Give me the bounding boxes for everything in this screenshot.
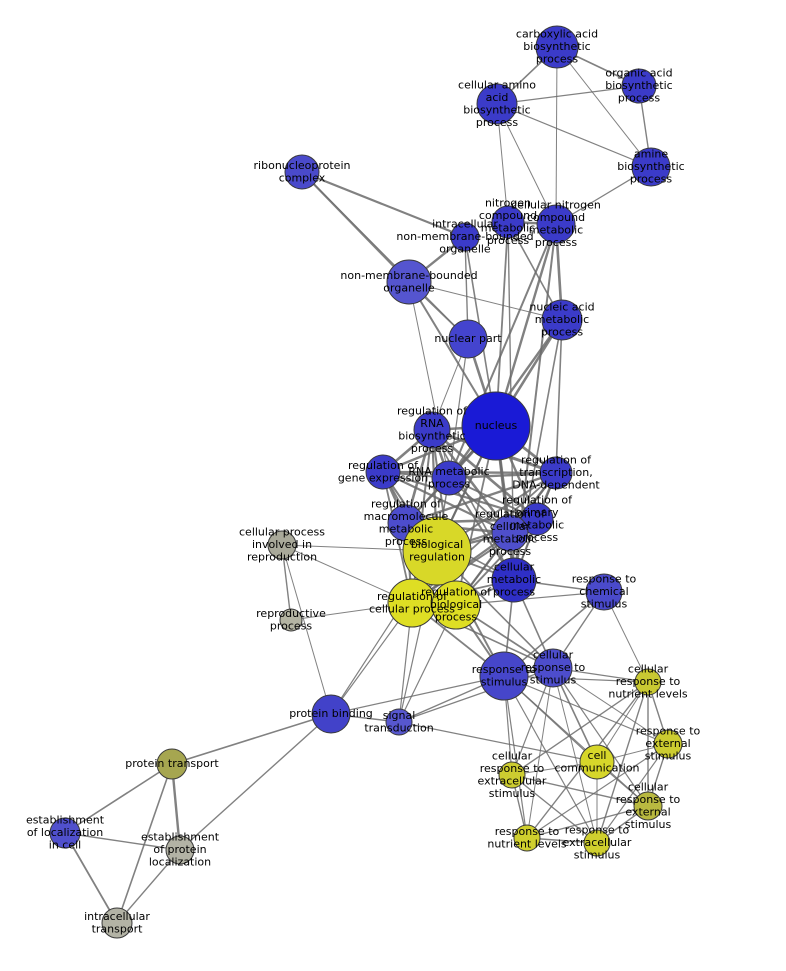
graph-node[interactable]: [541, 299, 583, 341]
graph-edge: [431, 429, 515, 581]
graph-edge: [494, 223, 558, 427]
graph-node[interactable]: [387, 578, 437, 628]
graph-edge: [496, 85, 640, 105]
graph-edge: [448, 471, 557, 480]
graph-edge: [555, 319, 563, 474]
graph-node[interactable]: [513, 824, 541, 852]
graph-node[interactable]: [165, 835, 195, 865]
graph-node[interactable]: [448, 319, 488, 359]
graph-edge: [455, 591, 605, 606]
graph-node[interactable]: [311, 694, 351, 734]
graph-edge: [503, 675, 649, 807]
graph-edge: [552, 667, 598, 844]
graph-edge: [556, 46, 652, 168]
graph-edge: [398, 667, 554, 723]
graph-edge: [552, 667, 669, 745]
graph-edge: [64, 832, 181, 851]
graph-node[interactable]: [633, 791, 663, 821]
graph-node[interactable]: [284, 154, 320, 190]
graph-edge: [382, 470, 557, 475]
graph-node[interactable]: [279, 608, 303, 632]
graph-node[interactable]: [585, 573, 623, 611]
graph-edge: [511, 774, 598, 844]
graph-node[interactable]: [461, 391, 531, 461]
graph-edge: [526, 805, 649, 839]
graph-edge: [511, 681, 649, 776]
graph-node[interactable]: [583, 829, 611, 857]
graph-edge: [171, 713, 332, 765]
graph-node[interactable]: [431, 580, 481, 630]
graph-node[interactable]: [631, 147, 671, 187]
graph-node[interactable]: [491, 557, 537, 603]
graph-edge: [116, 849, 181, 924]
graph-edge: [555, 46, 558, 225]
graph-edge: [511, 774, 649, 807]
graph-edge: [301, 170, 466, 239]
graph-node[interactable]: [49, 817, 81, 849]
graph-node[interactable]: [634, 668, 662, 696]
labels-layer: carboxylic acid biosynthetic processorgani…: [26, 28, 701, 936]
graph-edge: [64, 832, 118, 924]
graph-node[interactable]: [539, 456, 573, 490]
graph-edge: [503, 675, 598, 844]
graph-node[interactable]: [498, 761, 526, 789]
graph-edge: [596, 681, 649, 844]
graph-node[interactable]: [533, 648, 573, 688]
graph-edge: [496, 103, 652, 168]
graph-edge: [382, 471, 511, 534]
graph-node[interactable]: [101, 907, 133, 939]
graph-node[interactable]: [450, 222, 480, 252]
graph-edge: [430, 429, 512, 534]
graph-node[interactable]: [385, 708, 413, 736]
graph-edge: [330, 675, 505, 715]
graph-node[interactable]: [402, 516, 472, 586]
graph-edge: [496, 103, 557, 225]
graph-node[interactable]: [536, 204, 576, 244]
graph-edge: [431, 429, 538, 520]
graph-edge: [405, 471, 557, 525]
graph-edge: [398, 721, 598, 763]
graph-edge: [281, 544, 332, 715]
graph-edge: [552, 667, 649, 807]
graph-node[interactable]: [579, 744, 615, 780]
graph-edge: [526, 667, 554, 839]
graph-edge: [179, 713, 332, 851]
graph-edge: [503, 675, 528, 839]
graph-edge: [503, 675, 669, 745]
nodes-layer: [49, 25, 683, 939]
graph-node[interactable]: [386, 259, 432, 305]
graph-node[interactable]: [535, 25, 579, 69]
graph-node[interactable]: [653, 729, 683, 759]
graph-node[interactable]: [431, 460, 467, 496]
graph-node[interactable]: [413, 411, 451, 449]
graph-edge: [408, 281, 563, 321]
graph-node[interactable]: [491, 205, 525, 239]
graph-node[interactable]: [479, 651, 529, 701]
graph-node[interactable]: [365, 454, 401, 490]
graph-node[interactable]: [156, 748, 188, 780]
graph-node[interactable]: [267, 530, 297, 560]
graph-node[interactable]: [491, 514, 529, 552]
graph-edge: [64, 763, 173, 834]
graph-edge: [596, 743, 669, 844]
graph-node[interactable]: [621, 68, 657, 104]
edges-layer: [64, 46, 669, 924]
graph-node[interactable]: [476, 83, 518, 125]
graph-edge: [116, 763, 173, 924]
